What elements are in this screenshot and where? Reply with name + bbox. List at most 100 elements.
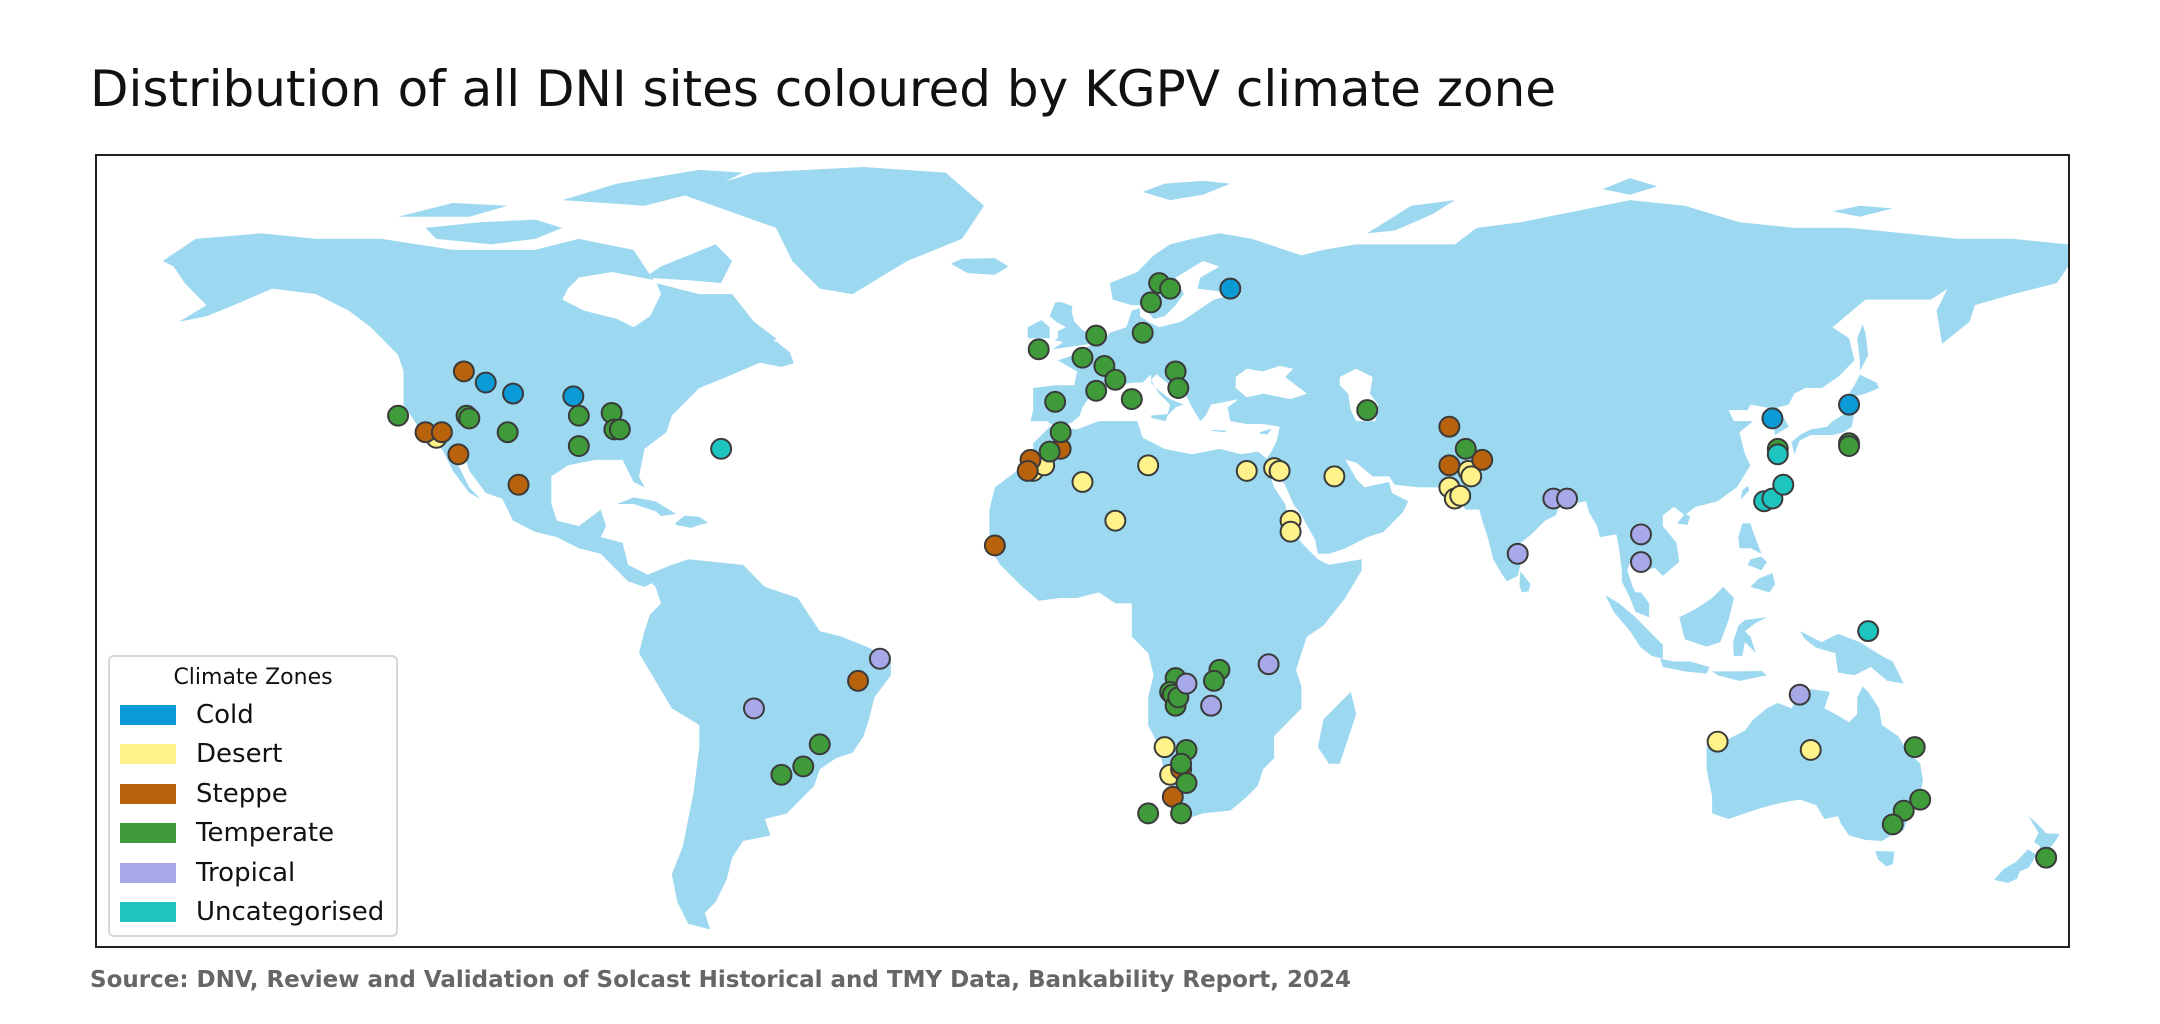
site-marker-uncategorised	[1766, 443, 1789, 466]
page-title: Distribution of all DNI sites coloured b…	[90, 60, 1557, 118]
site-marker-temperate	[1139, 291, 1162, 314]
landmass-arabia-fill	[1274, 443, 1409, 554]
site-marker-tropical	[1629, 523, 1652, 546]
site-marker-temperate	[496, 421, 519, 444]
site-marker-desert	[1153, 736, 1176, 759]
site-marker-temperate	[1167, 377, 1190, 399]
site-marker-desert	[1449, 484, 1472, 507]
site-marker-temperate	[1170, 752, 1193, 775]
site-marker-tropical	[868, 647, 891, 670]
site-marker-steppe	[1438, 454, 1461, 477]
legend-label-cold: Cold	[196, 699, 254, 730]
site-marker-uncategorised	[1772, 473, 1795, 496]
landmass-novaya-zemlya	[1367, 200, 1455, 234]
site-marker-temperate	[2035, 846, 2058, 869]
source-note: Source: DNV, Review and Validation of So…	[90, 967, 1352, 993]
site-marker-tropical	[1788, 683, 1811, 706]
site-marker-steppe	[430, 421, 453, 444]
site-marker-desert	[1799, 738, 1822, 761]
site-marker-temperate	[1356, 399, 1379, 422]
landmass-baffin	[644, 244, 733, 284]
landmass-new-guinea	[1799, 631, 1904, 684]
legend-swatch-desert	[120, 744, 176, 765]
site-marker-temperate	[792, 755, 815, 778]
site-marker-steppe	[452, 360, 475, 383]
landmass-south-america	[639, 559, 891, 930]
legend-label-uncategorised: Uncategorised	[196, 897, 385, 928]
site-marker-temperate	[567, 435, 590, 457]
landmass-hokkaido	[1849, 374, 1880, 397]
legend-item-uncategorised: Uncategorised	[110, 893, 396, 933]
site-marker-temperate	[1137, 802, 1160, 825]
legend: Climate Zones Cold Desert Steppe Tempera…	[108, 655, 398, 937]
site-marker-temperate	[1131, 321, 1154, 344]
site-marker-temperate	[567, 404, 590, 427]
site-marker-tropical	[1629, 551, 1652, 573]
site-marker-steppe	[983, 534, 1006, 557]
landmass-hudson-bay-lake	[562, 272, 661, 328]
site-marker-desert	[1706, 730, 1729, 753]
site-marker-steppe	[1471, 448, 1494, 471]
site-marker-desert	[1071, 471, 1094, 493]
site-marker-temperate	[1104, 368, 1127, 391]
site-marker-temperate	[458, 407, 481, 430]
landmass-newfoundland	[759, 341, 794, 368]
site-marker-uncategorised	[710, 437, 733, 460]
landmass-greenland	[682, 167, 984, 295]
site-marker-temperate	[1159, 277, 1182, 300]
landmass-cuba	[617, 497, 677, 517]
site-marker-steppe	[507, 473, 530, 496]
site-marker-temperate	[1175, 772, 1198, 794]
site-marker-temperate	[1071, 346, 1094, 369]
world-map-canvas	[97, 156, 2068, 946]
world-map	[95, 154, 2070, 948]
site-marker-temperate	[1170, 802, 1193, 825]
legend-item-cold: Cold	[110, 695, 396, 735]
legend-label-steppe: Steppe	[196, 778, 288, 809]
landmass-madagascar	[1317, 691, 1357, 764]
landmass-nz-north	[2028, 815, 2060, 856]
site-marker-tropical	[1200, 694, 1223, 717]
site-marker-temperate	[1044, 390, 1067, 413]
legend-item-desert: Desert	[110, 735, 396, 775]
site-marker-temperate	[1909, 788, 1932, 811]
legend-swatch-tropical	[120, 862, 176, 883]
landmass-arctic-islands-3	[398, 202, 508, 217]
landmass-philippines-mindanao	[1750, 573, 1776, 593]
site-marker-temperate	[1454, 437, 1477, 460]
site-marker-cold	[474, 371, 497, 394]
landmass-hainan	[1677, 513, 1691, 526]
site-marker-tropical	[1506, 542, 1529, 565]
site-marker-desert	[1323, 465, 1346, 488]
landmass-lesser-sunda	[1712, 670, 1767, 681]
site-marker-cold	[562, 385, 585, 408]
site-marker-desert	[1279, 520, 1302, 543]
landmass-nz-south	[1994, 849, 2037, 884]
site-marker-desert	[1235, 459, 1258, 482]
site-marker-temperate	[1085, 379, 1108, 402]
legend-swatch-temperate	[120, 823, 176, 844]
legend-label-tropical: Tropical	[196, 857, 296, 888]
landmass-sakhalin	[1857, 324, 1869, 372]
site-marker-cold	[1761, 407, 1784, 430]
landmass-tasmania	[1875, 850, 1895, 867]
site-marker-temperate	[1027, 338, 1050, 361]
landmass-hispaniola	[675, 515, 709, 528]
legend-swatch-cold	[120, 704, 176, 725]
site-marker-steppe	[847, 669, 870, 692]
landmass-crete	[1211, 430, 1227, 433]
landmass-britain	[1049, 301, 1092, 350]
legend-label-desert: Desert	[196, 739, 283, 770]
site-marker-temperate	[1202, 669, 1225, 692]
landmass-sumatra	[1605, 595, 1663, 659]
site-marker-uncategorised	[1857, 620, 1880, 643]
site-marker-tropical	[742, 697, 765, 720]
site-marker-temperate	[770, 763, 793, 786]
landmass-philippines-luzon	[1738, 523, 1762, 554]
landmass-cyprus	[1259, 428, 1272, 435]
legend-item-temperate: Temperate	[110, 814, 396, 854]
site-marker-tropical	[1257, 653, 1280, 676]
site-marker-temperate	[1085, 324, 1108, 347]
legend-swatch-steppe	[120, 783, 176, 804]
landmass-philippines-mid	[1747, 556, 1767, 571]
